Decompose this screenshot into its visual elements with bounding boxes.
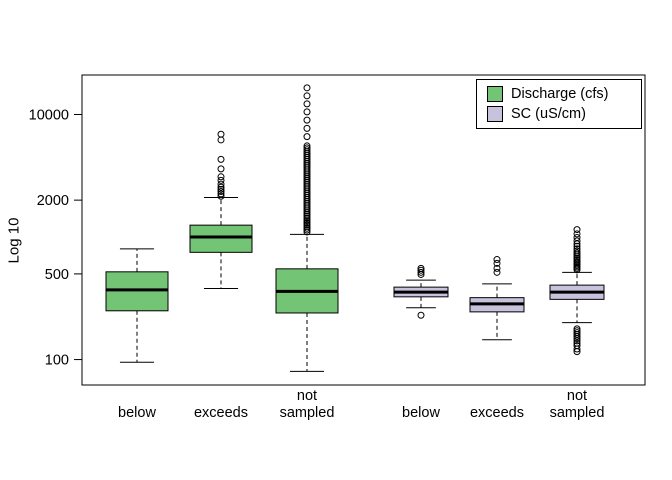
outlier-point [573,345,581,353]
outlier-point [417,266,425,274]
outlier-point [303,146,311,154]
outlier-point [573,234,581,242]
outlier-point [303,216,311,224]
outlier-point [303,133,311,141]
boxplot-scuscm-below [393,264,449,319]
x-category-label: below [402,405,440,421]
y-tick-label: 10000 [29,107,69,123]
legend-label-sc: SC (uS/cm) [511,106,586,122]
x-category-label: not [297,388,317,404]
outlier-point [573,335,581,343]
outlier-point [303,84,311,92]
outlier-point [493,268,501,276]
outlier-point [573,237,581,245]
outlier-point [573,249,581,257]
outlier-point [217,130,225,138]
outlier-point [303,116,311,124]
legend: Discharge (cfs) SC (uS/cm) [476,79,642,129]
outlier-point [417,264,425,272]
outlier-point [573,333,581,341]
outlier-point [217,185,225,193]
outlier-point [303,124,311,132]
x-category-label: exceeds [194,405,248,421]
boxplot-scuscm-exceeds [469,256,525,341]
boxplot-dischargecfs-exceeds [189,130,253,290]
outlier-point [417,268,425,276]
outlier-point [217,165,225,173]
outlier-point [217,176,225,184]
outlier-point [217,192,225,200]
outlier-point [217,188,225,196]
outlier-point [573,245,581,253]
outlier-point [303,144,311,152]
outlier-point [573,242,581,250]
legend-label-discharge: Discharge (cfs) [511,86,609,102]
y-axis-label: Log 10 [5,217,23,264]
legend-swatch-sc [487,106,503,122]
x-category-label: below [118,405,156,421]
outlier-point [303,92,311,100]
outlier-point [493,256,501,264]
boxplot-dischargecfs-not-sampled [275,84,339,372]
outlier-point [493,259,501,267]
y-tick-label: 100 [45,353,69,369]
outlier-point [217,180,225,188]
legend-entry-discharge: Discharge (cfs) [487,86,631,102]
outlier-point [573,247,581,255]
outlier-point [573,348,581,356]
outlier-point [573,226,581,234]
outlier-point [493,264,501,272]
outlier-point [573,337,581,345]
outlier-point [303,108,311,116]
legend-entry-sc: SC (uS/cm) [487,106,631,122]
outlier-point [217,155,225,163]
outlier-point [217,190,225,198]
x-category-label: not [567,388,587,404]
outlier-point [303,100,311,108]
x-category-label: sampled [280,405,335,421]
outlier-point [573,230,581,238]
boxplot-scuscm-not-sampled [549,226,605,356]
legend-swatch-discharge [487,86,503,102]
boxplot-dischargecfs-below [105,248,169,363]
outlier-point [303,226,311,234]
outlier-point [217,183,225,191]
y-tick-label: 500 [45,267,69,283]
y-tick-label: 2000 [37,193,69,209]
outlier-point [217,173,225,181]
iqr-box [189,224,253,253]
x-category-label: sampled [550,405,605,421]
outlier-point [303,142,311,150]
outlier-point [303,214,311,222]
outlier-point [417,311,425,319]
x-category-label: exceeds [470,405,524,421]
